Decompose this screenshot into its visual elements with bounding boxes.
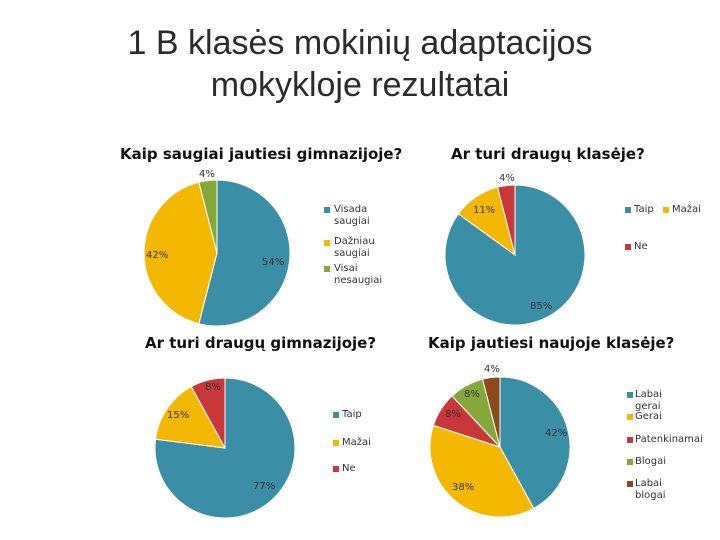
chart-3-label-mazai: 15% (167, 410, 190, 421)
chart-3-legend-swatch-taip (333, 412, 339, 418)
chart-4-pie (429, 376, 571, 518)
chart-3-label-taip: 77% (253, 481, 276, 492)
chart-4-label-labai-gerai: 42% (545, 428, 568, 439)
chart-4-slice-labai-gerai (499, 376, 571, 510)
chart-3-legend-swatch-ne (333, 466, 339, 472)
chart-3-legend-ne: Ne (342, 463, 356, 474)
chart-1-slice-dazniau-saugiai (143, 181, 218, 325)
chart-4-legend-swatch-patenkinamai (627, 437, 633, 443)
chart-1-legend-dazniau-saugiai: Dažniau saugiai (334, 236, 375, 259)
slide-title-line-2: mokykloje rezultatai (210, 66, 510, 104)
chart-4-legend-blogai: Blogai (635, 456, 667, 467)
chart-3-pie (154, 377, 296, 519)
chart-1-slice-visada-saugiai (198, 179, 291, 327)
chart-1-title: Kaip saugiai jautiesi gimnazijoje? (120, 145, 403, 163)
chart-1-pie (143, 179, 291, 327)
chart-2-legend-ne: Ne (634, 241, 648, 252)
chart-3-title: Ar turi draugų gimnazijoje? (145, 334, 377, 352)
chart-2-legend-taip: Taip (634, 204, 654, 215)
chart-2-pie (444, 184, 586, 326)
chart-3-label-ne: 8% (205, 382, 221, 393)
chart-1-legend-visai-nesaugiai: Visai nesaugiai (334, 263, 383, 286)
chart-4-label-gerai: 38% (452, 482, 475, 493)
chart-2-label-taip: 85% (530, 301, 553, 312)
chart-4-title: Kaip jautiesi naujoje klasėje? (428, 334, 675, 352)
chart-4-legend-swatch-gerai (627, 414, 633, 420)
chart-1-legend-swatch-visada-saugiai (324, 207, 330, 213)
chart-3-legend-swatch-mazai (333, 440, 339, 446)
chart-2-label-mazai: 11% (473, 205, 496, 216)
chart-1-legend-visada-saugiai: Visada saugiai (334, 204, 370, 227)
chart-4-slice-labai-blogai (481, 376, 501, 448)
slide-title: 1 B klasės mokinių adaptacijos mokykloje… (0, 22, 720, 106)
chart-3-slice-ne (190, 377, 226, 449)
chart-1-legend-swatch-dazniau-saugiai (324, 240, 330, 246)
chart-4-legend-swatch-blogai (627, 459, 633, 465)
chart-1-label-visada-saugiai: 54% (262, 257, 285, 268)
chart-4-label-labai-blogai: 4% (484, 364, 500, 375)
chart-2-legend-swatch-ne (625, 244, 631, 250)
chart-4-slice-gerai (429, 424, 535, 518)
chart-4-legend-labai-gerai: Labai gerai (635, 389, 662, 412)
chart-2-legend-swatch-taip (625, 207, 631, 213)
chart-1-label-visai-nesaugiai: 4% (199, 169, 215, 180)
chart-1-label-dazniau-saugiai: 42% (146, 250, 169, 261)
chart-3-legend-taip: Taip (342, 409, 362, 420)
chart-4-legend-gerai: Gerai (635, 411, 662, 422)
chart-2-slice-ne (496, 184, 516, 256)
chart-4-label-blogai: 8% (464, 389, 480, 400)
chart-4-legend-patenkinamai: Patenkinamai (635, 434, 703, 445)
chart-3-legend-mazai: Mažai (342, 437, 371, 448)
chart-4-legend-swatch-labai-blogai (627, 481, 633, 487)
chart-4-legend-labai-blogai: Labai blogai (635, 478, 666, 501)
chart-1-slice-visai-nesaugiai (198, 179, 218, 254)
chart-3-slice-mazai (154, 385, 226, 449)
chart-2-title: Ar turi draugų klasėje? (451, 145, 645, 163)
chart-2-label-ne: 4% (499, 173, 515, 184)
chart-2-legend-swatch-mazai (663, 207, 669, 213)
chart-4-label-patenkinamai: 8% (445, 409, 461, 420)
chart-2-legend-mazai: Mažai (672, 204, 701, 215)
slide-title-line-1: 1 B klasės mokinių adaptacijos (127, 24, 593, 62)
chart-1-legend-swatch-visai-nesaugiai (324, 266, 330, 272)
chart-4-legend-swatch-labai-gerai (627, 392, 633, 398)
